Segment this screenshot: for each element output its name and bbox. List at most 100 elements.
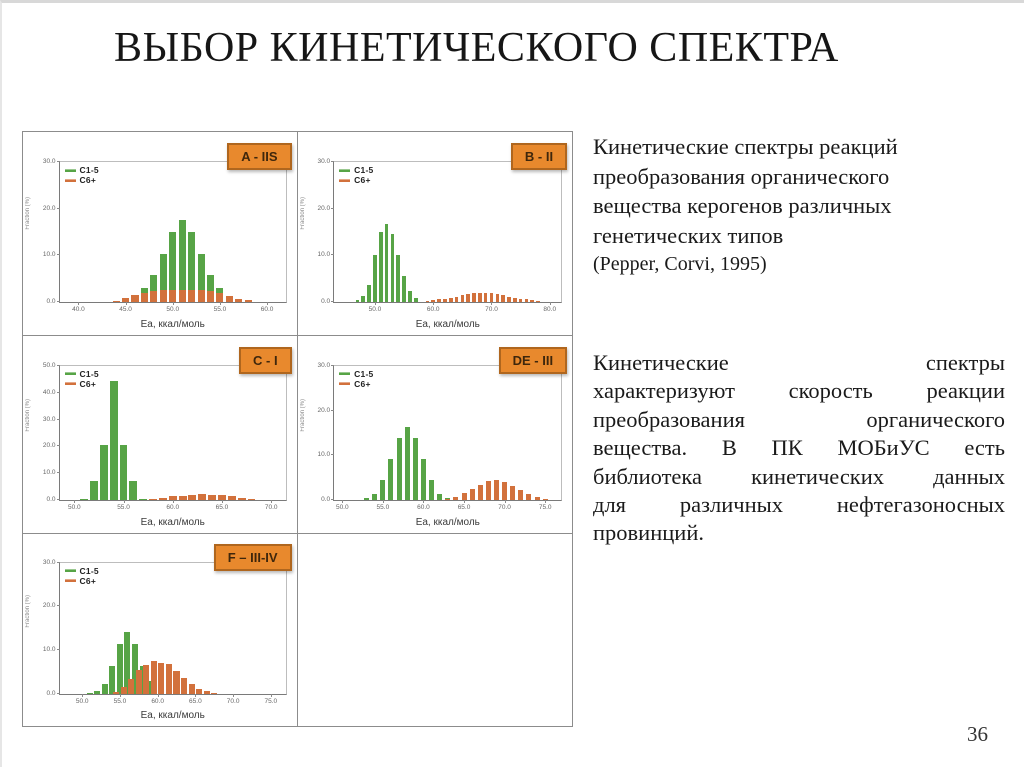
legend-item: C6+ — [339, 175, 373, 185]
x-tick-label: 70.0 — [264, 504, 278, 512]
bar-c6plus — [542, 498, 548, 501]
y-tick — [56, 445, 60, 447]
bar-c6plus — [485, 480, 491, 501]
bar-c6plus — [536, 300, 540, 302]
facies-label: A - IIS — [227, 143, 292, 171]
x-tick-label: 70.0 — [226, 698, 240, 706]
x-tick-label: 70.0 — [498, 504, 511, 512]
plot-area: 0.0 10.0 20.0 30.0 50.0 60.0 70.0 80.0 C1-5 C6+ — [318, 158, 563, 313]
bar-c6plus — [211, 692, 218, 695]
bar-c6plus — [495, 294, 500, 302]
legend-item: C1-5 — [64, 369, 99, 379]
chart-cell-f-iiiiv: 0.0 10.0 20.0 30.0 50.0 55.0 60.0 65.0 70.0 75.0 C… — [23, 533, 298, 726]
kinetic-spectrum-chart: 0.0 10.0 20.0 30.0 50.0 55.0 60.0 65.0 70.0 75.0 C… — [23, 534, 297, 726]
bar-c1-5 — [109, 380, 118, 501]
bar-c1-5 — [378, 232, 383, 302]
bar-c1-5 — [109, 666, 116, 695]
y-tick — [56, 364, 60, 366]
citation: (Pepper, Corvi, 1995) — [593, 253, 767, 275]
x-tick — [423, 500, 425, 504]
y-tick-label: 20.0 — [42, 204, 56, 212]
x-tick-label: 55.0 — [113, 698, 127, 706]
legend-item: C1-5 — [64, 566, 99, 576]
bar-c6plus — [112, 300, 120, 302]
x-tick-label: 60.0 — [426, 305, 440, 313]
bar-c6plus — [216, 292, 224, 302]
y-tick-label: 10.0 — [317, 251, 331, 259]
x-tick-label: 60.0 — [260, 305, 274, 313]
kinetic-spectrum-chart: 0.0 10.0 20.0 30.0 40.0 45.0 50.0 55.0 60.0 C1-5 C… — [23, 132, 297, 335]
bar-c6plus — [489, 293, 494, 302]
bar-c6plus — [122, 298, 130, 302]
bar-c6plus — [131, 294, 139, 302]
bar-c1-5 — [390, 233, 395, 302]
chart-cell-a-iis: 0.0 10.0 20.0 30.0 40.0 45.0 50.0 55.0 60.0 C1-5 C… — [23, 132, 298, 337]
x-tick — [464, 500, 466, 504]
plot-area: 0.0 10.0 20.0 30.0 40.0 45.0 50.0 55.0 60.0 C1-5 C… — [43, 158, 287, 313]
y-tick — [56, 207, 60, 209]
plot-area: 0.0 10.0 20.0 30.0 40.0 50.0 50.0 55.0 60.0 65.0 7… — [43, 362, 287, 511]
x-tick — [267, 301, 269, 305]
slide-title: ВЫБОР КИНЕТИЧЕСКОГО СПЕКТРА — [114, 25, 839, 71]
legend: C1-5 C6+ — [64, 566, 99, 586]
bar-c6plus — [203, 691, 210, 695]
x-tick — [157, 694, 159, 698]
legend-item: C6+ — [64, 175, 99, 186]
bar-c1-5 — [372, 493, 378, 501]
bar-c1-5 — [373, 255, 377, 302]
y-tick — [56, 472, 60, 474]
y-tick — [56, 499, 60, 501]
y-tick — [56, 254, 60, 256]
bar-c1-5 — [101, 684, 108, 695]
legend: C1-5 C6+ — [339, 369, 373, 389]
legend-label: C6+ — [79, 378, 96, 389]
x-tick — [219, 301, 221, 305]
x-tick — [545, 500, 547, 504]
x-axis-label: Ea, ккал/моль — [140, 319, 205, 331]
x-tick-label: 50.0 — [75, 698, 89, 706]
bar-c6plus — [227, 496, 236, 501]
caption-text-block: Кинетические спектры реакций преобразова… — [593, 132, 973, 280]
y-axis-label: Fraction (%) — [299, 197, 306, 230]
y-axis-label: Fraction (%) — [25, 197, 31, 230]
x-tick — [374, 301, 376, 305]
legend-label: C1-5 — [354, 165, 374, 176]
bar-c1-5 — [90, 481, 98, 501]
y-tick — [331, 499, 335, 501]
description-line: для различных нефтегазоносных — [593, 491, 1005, 517]
plot-area: 0.0 10.0 20.0 30.0 50.0 55.0 60.0 65.0 70.0 75.0 C… — [43, 559, 287, 705]
bar-c6plus — [460, 295, 465, 302]
bar-c1-5 — [86, 692, 93, 695]
description-line: характеризуют скорость реакции — [593, 378, 1005, 404]
bar-c1-5 — [429, 480, 435, 501]
y-tick-label: 20.0 — [42, 602, 56, 610]
bar-c1-5 — [139, 499, 148, 501]
y-tick-label: 20.0 — [317, 406, 331, 414]
bar-c6plus — [188, 495, 197, 501]
description-line: преобразования органического — [593, 406, 1005, 432]
y-tick-label: 0.0 — [46, 690, 56, 698]
legend-swatch — [64, 178, 76, 182]
legend-item: C6+ — [64, 378, 99, 389]
facies-label: B - II — [510, 143, 568, 171]
chart-cell-empty — [298, 534, 573, 726]
bar-c1-5 — [388, 458, 394, 501]
bar-c1-5 — [413, 297, 418, 302]
legend-label: C6+ — [354, 175, 371, 186]
bar-c6plus — [128, 679, 135, 695]
legend-label: C6+ — [79, 175, 96, 186]
y-tick — [331, 254, 335, 256]
x-tick — [504, 500, 506, 504]
y-tick-label: 10.0 — [42, 646, 56, 654]
bar-c6plus — [461, 493, 467, 501]
x-tick — [172, 301, 174, 305]
bar-c6plus — [120, 686, 127, 695]
x-tick-label: 70.0 — [485, 305, 498, 313]
bar-c1-5 — [412, 438, 418, 501]
legend-label: C1-5 — [79, 165, 99, 176]
y-tick-label: 30.0 — [42, 558, 56, 566]
x-tick-label: 50.0 — [166, 305, 180, 313]
y-tick-label: 50.0 — [42, 361, 56, 369]
y-tick-label: 10.0 — [317, 451, 331, 459]
